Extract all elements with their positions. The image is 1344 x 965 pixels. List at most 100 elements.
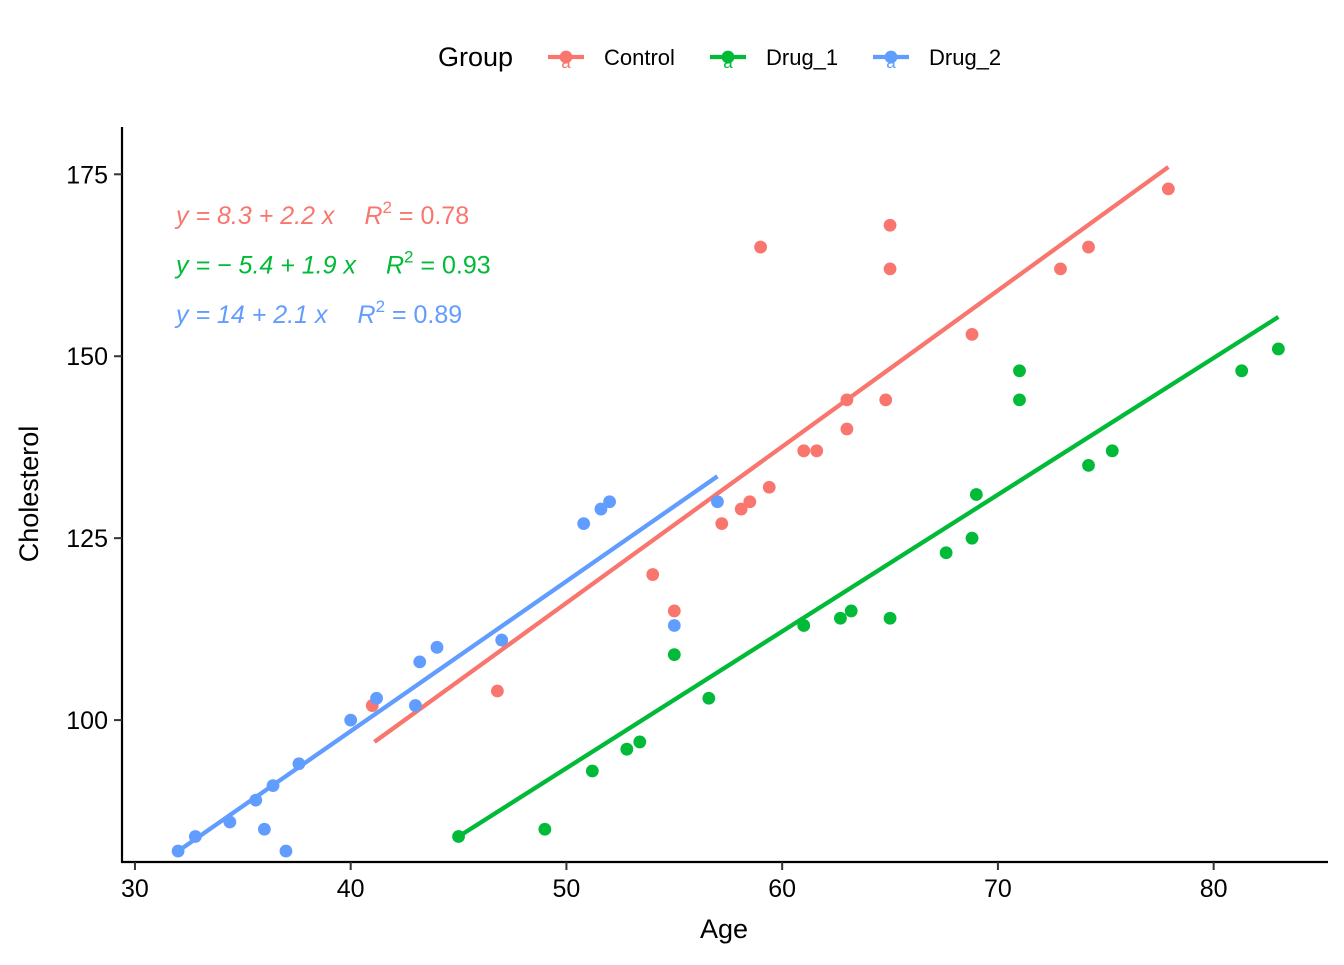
point-drug-2-16 — [603, 495, 616, 509]
legend-key-glyph-control: a — [561, 53, 571, 72]
r2-exponent: 2 — [383, 198, 392, 217]
point-drug-2-17 — [667, 619, 681, 632]
point-drug-2-1 — [188, 830, 202, 843]
x-tick-label-70: 70 — [984, 875, 1012, 903]
point-drug-2-11 — [413, 655, 427, 669]
x-tick-label-40: 40 — [337, 875, 365, 903]
point-drug-1-8 — [834, 611, 847, 625]
axes: 30 40 50 60 70 80 100 125 150 175 — [66, 127, 1328, 903]
point-drug-2-4 — [257, 822, 271, 836]
point-drug-1-15 — [1013, 393, 1026, 407]
legend-key-point-drug-1 — [721, 50, 735, 64]
point-drug-2-10 — [409, 699, 422, 712]
x-tick-label-50: 50 — [553, 875, 581, 903]
point-drug-2-2 — [223, 815, 237, 829]
point-drug-2-18 — [711, 495, 724, 509]
point-drug-1-6 — [702, 691, 716, 705]
point-control-14 — [883, 218, 897, 232]
equation-drug-2: y = 14 + 2.1 x R2 = 0.89 — [174, 297, 462, 329]
legend-label-control: Control — [604, 45, 675, 70]
point-drug-1-14 — [1013, 364, 1026, 378]
y-axis-label: Cholesterol — [14, 426, 44, 563]
point-drug-1-10 — [883, 611, 897, 625]
equation-control: y = 8.3 + 2.2 x R2 = 0.78 — [174, 198, 469, 230]
point-drug-2-15 — [594, 502, 608, 516]
legend-key-glyph-drug-2: a — [886, 53, 896, 72]
y-tick-label-175: 175 — [66, 161, 108, 189]
r2-value: = 0.89 — [385, 301, 462, 329]
point-control-1 — [490, 684, 504, 698]
r2-symbol: R — [358, 301, 376, 329]
point-drug-2-7 — [292, 757, 306, 771]
x-tick-label-30: 30 — [121, 875, 149, 903]
point-drug-2-12 — [430, 640, 444, 654]
point-control-7 — [754, 240, 767, 254]
equation-text: y = 14 + 2.1 x — [174, 301, 329, 329]
point-drug-1-18 — [1235, 364, 1249, 378]
x-tick-label-80: 80 — [1200, 875, 1228, 903]
point-drug-2-6 — [279, 844, 293, 858]
equation-drug-1: y = − 5.4 + 1.9 x R2 = 0.93 — [174, 248, 491, 280]
legend-label-drug-2: Drug_2 — [929, 45, 1001, 70]
r2-symbol: R — [386, 252, 404, 280]
point-control-18 — [1082, 240, 1095, 254]
point-control-3 — [667, 604, 681, 618]
point-drug-1-11 — [939, 546, 953, 560]
legend: Group a Control a Drug_1 a Drug_2 — [438, 42, 1001, 72]
point-drug-1-0 — [452, 830, 465, 843]
point-drug-1-19 — [1271, 342, 1285, 356]
equation-text: y = 8.3 + 2.2 x — [174, 202, 336, 230]
r2-value: = 0.78 — [392, 202, 469, 230]
legend-title: Group — [438, 42, 513, 72]
legend-key-point-control — [559, 50, 573, 64]
point-control-8 — [762, 480, 776, 494]
r2-exponent: 2 — [404, 248, 413, 267]
point-drug-1-5 — [667, 648, 681, 661]
point-drug-1-2 — [585, 764, 599, 778]
point-control-11 — [840, 393, 854, 407]
point-drug-1-9 — [844, 604, 858, 618]
point-drug-1-13 — [969, 488, 983, 501]
point-control-10 — [810, 444, 824, 458]
point-drug-2-13 — [495, 633, 509, 647]
point-drug-1-4 — [633, 735, 647, 749]
point-drug-1-16 — [1082, 458, 1095, 472]
y-tick-label-125: 125 — [66, 525, 108, 553]
point-control-16 — [965, 328, 979, 341]
y-tick-label-100: 100 — [66, 707, 108, 735]
r2-symbol: R — [364, 202, 382, 230]
point-control-4 — [715, 517, 729, 531]
point-drug-2-3 — [249, 793, 263, 807]
point-drug-2-8 — [344, 713, 358, 727]
x-axis-label: Age — [700, 914, 748, 944]
legend-key-point-drug-2 — [884, 50, 898, 64]
y-tick-label-150: 150 — [66, 343, 108, 371]
point-control-15 — [883, 262, 897, 276]
point-drug-1-7 — [797, 619, 811, 632]
point-drug-2-14 — [577, 517, 591, 531]
point-drug-2-0 — [171, 844, 185, 858]
r2-value: = 0.93 — [414, 252, 491, 280]
point-drug-1-1 — [538, 822, 552, 836]
point-control-9 — [797, 444, 811, 458]
point-control-2 — [646, 568, 660, 581]
r2-exponent: 2 — [376, 297, 385, 316]
legend-label-drug-1: Drug_1 — [766, 45, 838, 70]
point-control-6 — [743, 495, 757, 509]
point-control-13 — [879, 393, 893, 407]
point-drug-1-12 — [965, 531, 979, 545]
point-drug-1-3 — [620, 742, 634, 756]
fit-line-drug-1 — [457, 315, 1280, 839]
data-points — [171, 182, 1285, 858]
regression-annotations: y = 8.3 + 2.2 x R2 = 0.78y = − 5.4 + 1.9 … — [174, 198, 491, 329]
point-control-19 — [1161, 182, 1175, 196]
x-tick-label-60: 60 — [768, 875, 796, 903]
point-drug-2-9 — [370, 691, 383, 705]
point-control-5 — [734, 502, 748, 516]
legend-key-glyph-drug-1: a — [723, 53, 733, 72]
equation-text: y = − 5.4 + 1.9 x — [174, 252, 357, 280]
point-control-17 — [1054, 262, 1067, 276]
point-control-12 — [840, 422, 854, 436]
